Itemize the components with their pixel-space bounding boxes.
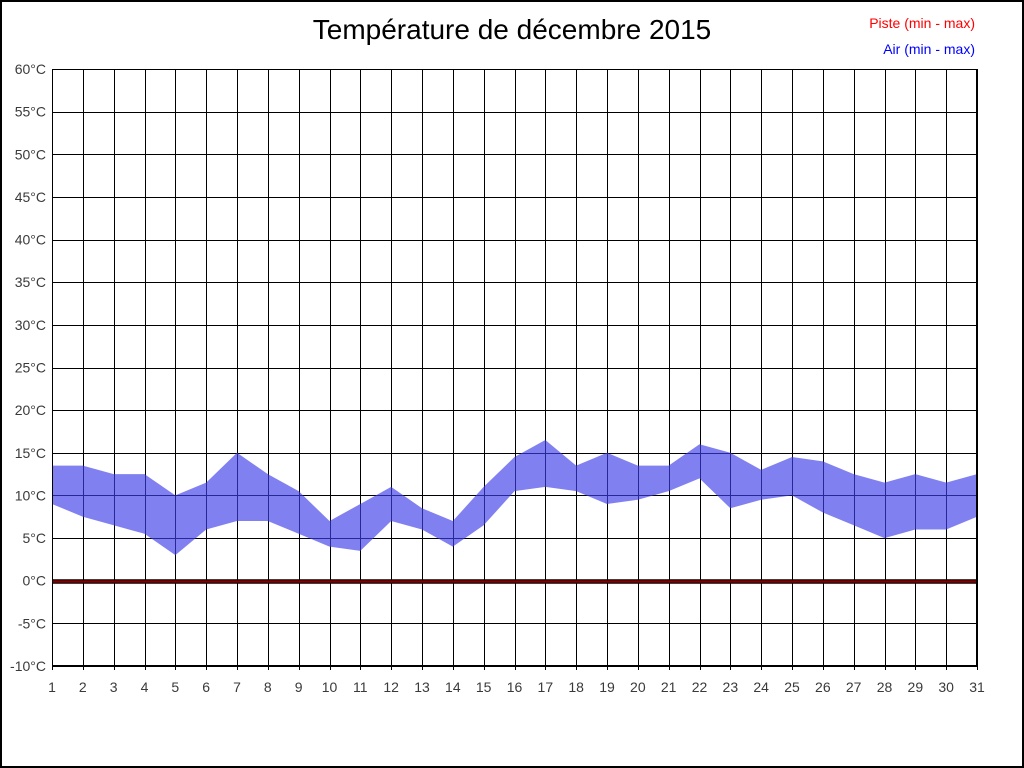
svg-text:45°C: 45°C — [15, 189, 46, 205]
svg-text:23: 23 — [723, 679, 739, 695]
svg-text:26: 26 — [815, 679, 831, 695]
svg-text:2: 2 — [79, 679, 87, 695]
svg-text:15: 15 — [476, 679, 492, 695]
svg-text:-5°C: -5°C — [18, 615, 46, 631]
svg-text:55°C: 55°C — [15, 104, 46, 120]
svg-text:20: 20 — [630, 679, 646, 695]
legend-item-air: Air (min - max) — [869, 36, 975, 62]
chart-title: Température de décembre 2015 — [312, 14, 712, 45]
svg-text:5°C: 5°C — [23, 530, 47, 546]
svg-text:10: 10 — [322, 679, 338, 695]
svg-text:25°C: 25°C — [15, 360, 46, 376]
svg-text:22: 22 — [692, 679, 708, 695]
x-axis-labels: 1 2 3 4 5 6 7 8 9 10 11 12 13 14 15 16 17 18 19 20 21 22 23 24 2… — [48, 679, 985, 695]
y-axis-labels: 60°C 55°C 50°C 45°C 40°C 35°C 30°C 25°C 20°C 15°C… — [10, 61, 46, 674]
svg-text:14: 14 — [445, 679, 461, 695]
svg-text:25: 25 — [784, 679, 800, 695]
air-minmax-band — [52, 439, 977, 556]
svg-text:10°C: 10°C — [15, 487, 46, 503]
svg-text:11: 11 — [353, 679, 368, 695]
svg-text:16: 16 — [507, 679, 523, 695]
svg-text:20°C: 20°C — [15, 402, 46, 418]
legend-air-label: Air (min - max) — [883, 41, 975, 57]
svg-text:8: 8 — [264, 679, 272, 695]
svg-text:5: 5 — [171, 679, 179, 695]
svg-text:30: 30 — [938, 679, 954, 695]
svg-text:24: 24 — [753, 679, 769, 695]
svg-text:4: 4 — [141, 679, 149, 695]
svg-text:13: 13 — [414, 679, 430, 695]
legend: Piste (min - max) Air (min - max) — [869, 10, 975, 62]
svg-text:9: 9 — [295, 679, 303, 695]
svg-text:17: 17 — [538, 679, 554, 695]
svg-text:12: 12 — [383, 679, 399, 695]
svg-text:27: 27 — [846, 679, 862, 695]
svg-text:7: 7 — [233, 679, 241, 695]
svg-text:-10°C: -10°C — [10, 658, 46, 674]
legend-piste-label: Piste (min - max) — [869, 15, 975, 31]
svg-text:30°C: 30°C — [15, 317, 46, 333]
svg-text:0°C: 0°C — [23, 573, 47, 589]
svg-text:15°C: 15°C — [15, 445, 46, 461]
svg-text:60°C: 60°C — [15, 61, 46, 77]
svg-text:35°C: 35°C — [15, 274, 46, 290]
svg-text:3: 3 — [110, 679, 118, 695]
svg-text:28: 28 — [877, 679, 893, 695]
svg-text:19: 19 — [599, 679, 615, 695]
legend-item-piste: Piste (min - max) — [869, 10, 975, 36]
plot-border — [52, 69, 977, 666]
svg-text:31: 31 — [969, 679, 985, 695]
svg-text:21: 21 — [661, 679, 677, 695]
svg-text:40°C: 40°C — [15, 232, 46, 248]
svg-text:6: 6 — [202, 679, 210, 695]
svg-text:29: 29 — [908, 679, 924, 695]
svg-text:50°C: 50°C — [15, 146, 46, 162]
svg-text:18: 18 — [568, 679, 584, 695]
svg-text:1: 1 — [48, 679, 56, 695]
